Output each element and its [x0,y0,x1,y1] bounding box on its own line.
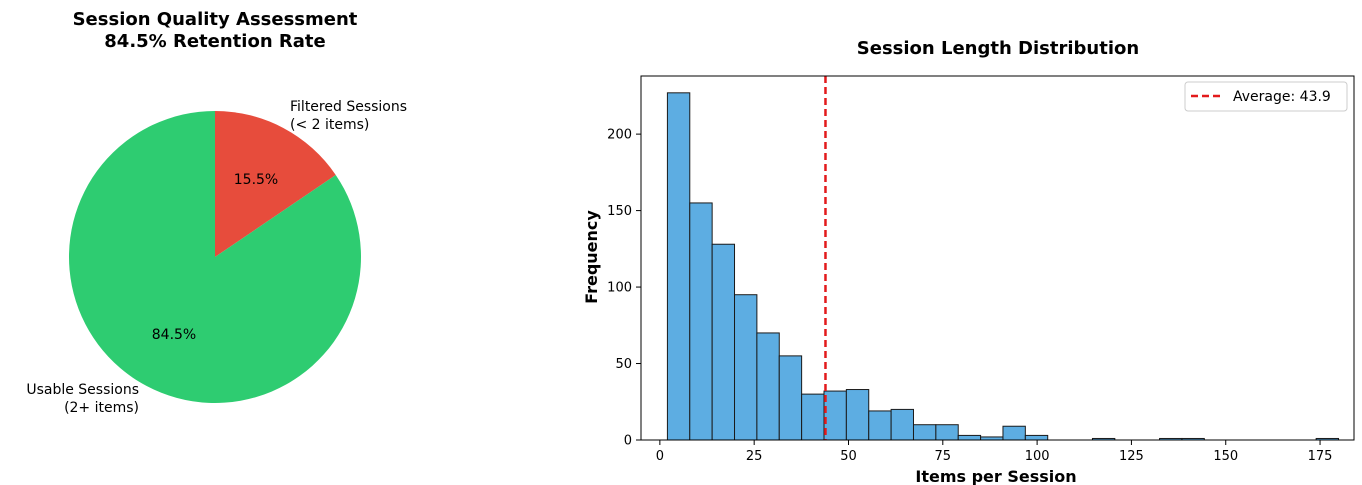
legend-entry-average: Average: 43.9 [1233,89,1331,105]
x-tick-label: 150 [1213,449,1238,464]
histogram-bar [957,434,982,441]
slice-pct-usable: 84.5% [152,327,196,343]
histogram-chart: Session Length Distribution 0 25 50 75 100 12… [582,38,1355,485]
histogram-bar [890,408,914,441]
histogram-bar [823,390,847,441]
legend: Average: 43.9 [1184,81,1348,112]
pie-subtitle: 84.5% Retention Rate [104,31,325,52]
y-tick-label: 0 [624,434,632,449]
histogram-bar [778,355,803,441]
histogram-bar [912,424,937,441]
x-tick-label: 0 [656,449,664,464]
slice-label-filtered-detail: (< 2 items) [290,117,369,133]
pie-chart: Session Quality Assessment 84.5% Retenti… [26,9,407,416]
legend-box [1184,81,1348,112]
histogram-bar [1024,434,1049,441]
hist-title: Session Length Distribution [857,38,1139,59]
plot-frame [640,75,1355,441]
slice-label-filtered: Filtered Sessions [290,99,407,115]
pie-title: Session Quality Assessment [73,9,358,30]
histogram-bar [689,202,713,441]
x-tick-label: 25 [746,449,763,464]
x-tick-label: 100 [1025,449,1050,464]
x-tick-label: 175 [1308,449,1333,464]
histogram-bar [801,393,825,441]
slice-pct-filtered: 15.5% [234,172,278,188]
histogram-bar [734,294,758,441]
histogram-bar [711,243,736,441]
histogram-bar [868,410,892,441]
histogram-bar [666,92,691,441]
y-tick-label: 50 [615,357,632,372]
pie-slice-filtered [215,111,336,257]
slice-label-usable: Usable Sessions [26,382,139,398]
x-tick-label: 75 [935,449,952,464]
x-tick-label: 125 [1119,449,1144,464]
histogram-bar [756,332,780,441]
histogram-bar [1002,425,1026,441]
slice-label-usable-detail: (2+ items) [64,400,139,416]
y-tick-label: 200 [607,128,632,143]
x-axis-label: Items per Session [915,467,1076,485]
y-axis-label: Frequency [582,210,601,304]
histogram-bar [935,424,959,441]
histogram-axes: 0 25 50 75 100 125 150 175 0 50 100 150 200 [607,75,1355,464]
pie-slices [68,111,361,403]
pie-slice-usable [68,111,361,403]
y-tick-label: 100 [607,281,632,296]
histogram-bar [845,389,870,441]
y-tick-label: 150 [607,204,632,219]
histogram-bars [666,92,1340,441]
x-tick-label: 50 [840,449,857,464]
